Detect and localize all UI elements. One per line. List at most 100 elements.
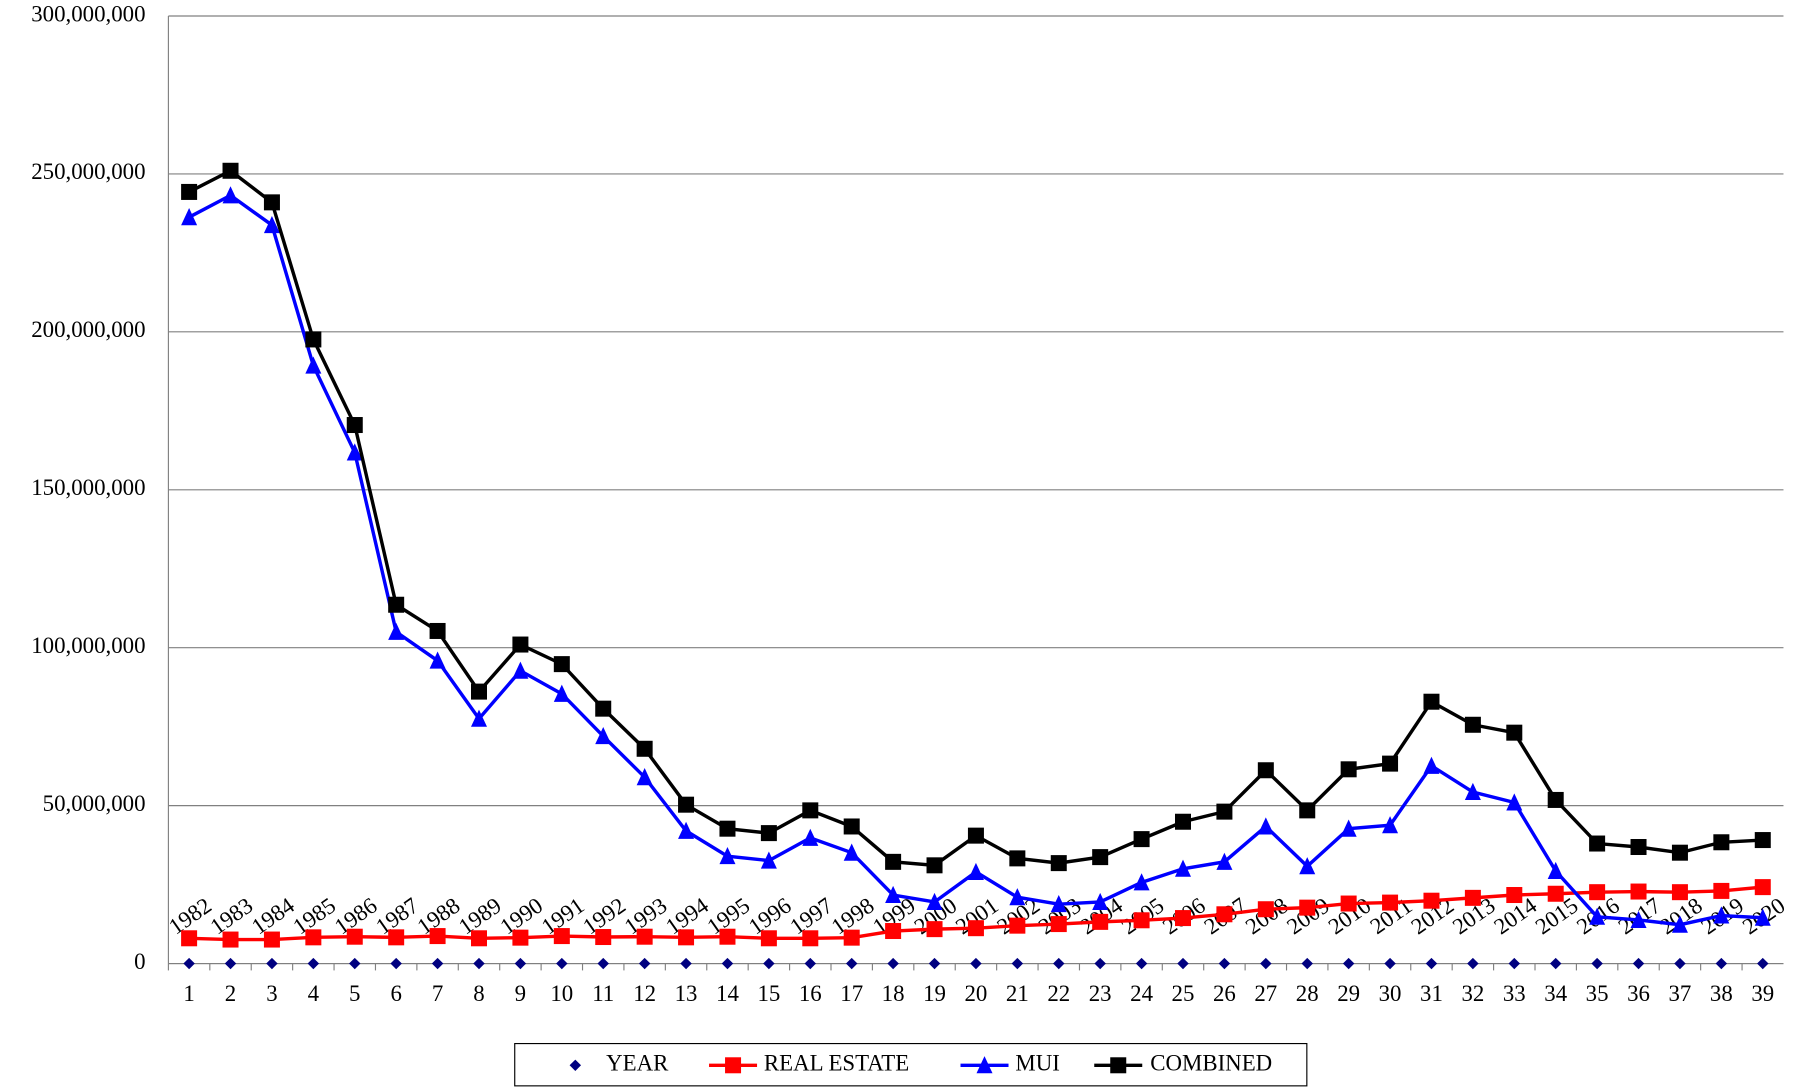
series-marker — [845, 957, 858, 970]
series-marker — [553, 928, 570, 945]
series-marker — [431, 957, 444, 970]
x-tick-label: 26 — [1213, 981, 1236, 1006]
series-marker — [926, 921, 943, 938]
series-marker — [636, 740, 653, 757]
series-marker — [1382, 755, 1399, 772]
series-marker — [181, 930, 198, 947]
x-tick-label: 12 — [633, 981, 656, 1006]
series-marker — [307, 957, 320, 970]
series-marker — [1174, 813, 1192, 830]
series-marker — [470, 930, 487, 947]
series-marker — [224, 957, 237, 970]
series-marker — [595, 700, 612, 717]
series-marker — [763, 957, 775, 970]
series-marker — [1094, 957, 1106, 970]
series-marker — [1423, 756, 1440, 774]
series-marker — [1174, 910, 1192, 927]
x-tick-label: 3 — [266, 981, 277, 1006]
series-marker — [1715, 957, 1728, 970]
series-marker — [1754, 879, 1771, 896]
series-marker — [512, 929, 529, 946]
series-marker — [719, 928, 736, 945]
series-marker — [804, 957, 817, 970]
series-marker — [595, 726, 612, 745]
legend-label: COMBINED — [1150, 1051, 1272, 1076]
series-marker — [1632, 957, 1645, 970]
x-tick-label: 27 — [1254, 981, 1277, 1006]
legend-marker — [725, 1057, 742, 1074]
x-tick-label: 5 — [349, 981, 360, 1006]
series-marker — [470, 709, 487, 727]
x-tick-label: 39 — [1751, 981, 1774, 1006]
y-tick-label: 200,000,000 — [31, 317, 145, 342]
series-marker — [222, 186, 239, 204]
series-marker — [1630, 910, 1647, 928]
series-marker — [1342, 957, 1355, 970]
series-marker — [597, 957, 609, 970]
series-marker — [1506, 793, 1523, 811]
series-marker — [1050, 916, 1067, 933]
series-marker — [346, 928, 363, 945]
x-tick-label: 6 — [390, 981, 401, 1006]
series-marker — [514, 957, 527, 970]
series-marker — [636, 768, 653, 786]
series-marker — [1713, 834, 1730, 851]
series-marker — [1009, 888, 1026, 906]
series-marker — [678, 796, 695, 813]
series-marker — [843, 818, 860, 835]
series-marker — [1591, 957, 1603, 970]
series-marker — [1135, 957, 1148, 970]
series-marker — [595, 929, 612, 946]
series-marker — [346, 443, 363, 461]
x-tick-label: 18 — [882, 981, 905, 1006]
series-marker — [1549, 957, 1562, 970]
series-marker — [967, 827, 984, 844]
series-marker — [263, 194, 280, 211]
x-tick-label: 2 — [225, 981, 236, 1006]
series-marker — [802, 930, 819, 947]
series-marker — [1464, 889, 1481, 906]
series-marker — [553, 684, 570, 702]
series-marker — [638, 957, 651, 970]
series-marker — [1009, 850, 1026, 867]
series-marker — [263, 931, 280, 948]
series-marker — [1299, 802, 1316, 819]
series-marker — [1260, 957, 1272, 970]
x-tick-label: 16 — [799, 981, 822, 1006]
series-marker — [1425, 957, 1438, 970]
x-tick-label: 10 — [550, 981, 573, 1006]
series-marker — [263, 215, 280, 234]
series-marker — [1467, 957, 1479, 970]
series-marker — [1754, 832, 1771, 849]
series-marker — [1216, 803, 1233, 820]
series-marker — [1671, 884, 1688, 901]
series-marker — [1177, 957, 1189, 970]
series-line — [188, 168, 1763, 868]
series-marker — [305, 331, 322, 348]
series-marker — [926, 892, 943, 910]
series-marker — [1506, 724, 1523, 741]
series-marker — [1506, 887, 1523, 904]
series-marker — [1382, 816, 1399, 834]
x-tick-label: 24 — [1130, 981, 1153, 1006]
series-marker — [390, 957, 402, 970]
y-tick-label: 50,000,000 — [43, 791, 146, 816]
series-marker — [678, 821, 695, 839]
series-marker — [802, 802, 819, 819]
x-tick-label: 29 — [1337, 981, 1360, 1006]
series-marker — [1713, 906, 1730, 924]
series-marker — [926, 857, 943, 874]
series-marker — [1754, 908, 1771, 926]
series-marker — [1053, 957, 1065, 970]
x-tick-label: 22 — [1047, 981, 1070, 1006]
x-tick-label: 33 — [1503, 981, 1526, 1006]
series-marker — [760, 851, 777, 869]
series-marker — [843, 843, 860, 861]
x-tick-label: 23 — [1089, 981, 1112, 1006]
series-marker — [678, 929, 695, 946]
series-marker — [1216, 906, 1233, 923]
series-marker — [1340, 761, 1357, 778]
series-marker — [1299, 857, 1316, 875]
series-marker — [181, 208, 198, 226]
